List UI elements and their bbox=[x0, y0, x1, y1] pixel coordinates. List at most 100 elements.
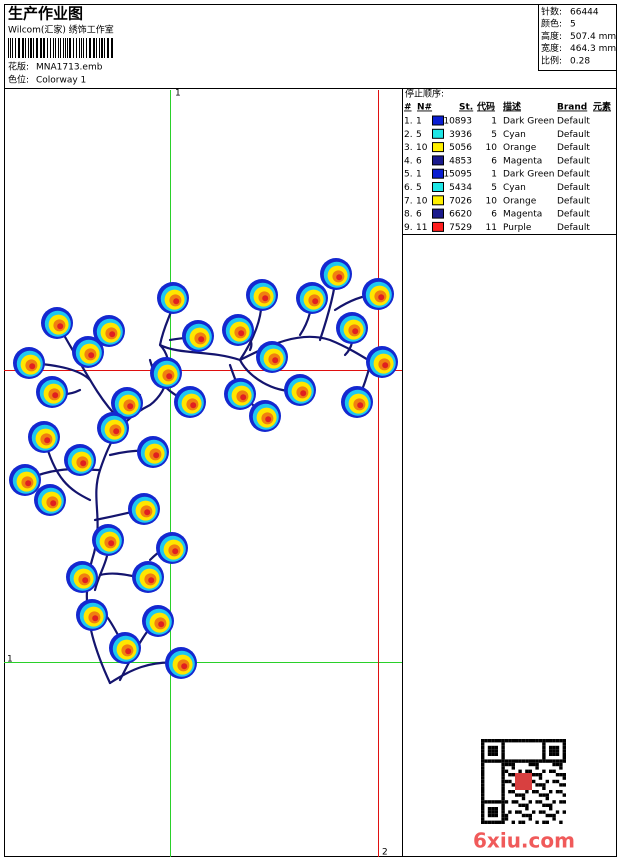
qr-cell bbox=[538, 776, 543, 780]
qr-cell bbox=[484, 759, 488, 763]
color-swatch bbox=[432, 142, 444, 153]
qr-cell bbox=[528, 813, 532, 818]
qr-cell bbox=[521, 813, 526, 818]
qr-cell bbox=[511, 783, 515, 787]
column-header: Brand bbox=[557, 103, 587, 113]
qr-cell bbox=[481, 807, 485, 811]
stitches: 5056 bbox=[449, 143, 472, 153]
qr-cell bbox=[501, 776, 505, 780]
flower bbox=[41, 307, 73, 339]
qr-cell bbox=[501, 773, 505, 777]
stop-table: # N# St. 代码 描述 Brand 元素1. 1 10893 1 Dark Green Defa… bbox=[404, 101, 611, 233]
qr-cell bbox=[508, 762, 512, 767]
qr-cell bbox=[552, 779, 556, 784]
qr-cell bbox=[504, 739, 509, 743]
qr-cell bbox=[501, 742, 505, 746]
seq: 6. bbox=[404, 183, 413, 193]
flower-ring bbox=[166, 373, 173, 380]
qr-cell bbox=[501, 807, 505, 811]
qr-cell bbox=[481, 766, 485, 770]
barcode-bar bbox=[73, 38, 74, 58]
flower-ring bbox=[109, 331, 116, 338]
qr-cell bbox=[481, 820, 485, 824]
qr-cell bbox=[549, 769, 553, 773]
stitches: 5434 bbox=[449, 183, 472, 193]
qr-cell bbox=[487, 759, 492, 763]
flower bbox=[97, 412, 129, 444]
qr-cell bbox=[491, 752, 495, 756]
qr-cell bbox=[525, 813, 529, 818]
qr-cell bbox=[542, 783, 546, 787]
qr-cell bbox=[481, 756, 485, 760]
qr-cell bbox=[525, 769, 529, 773]
column-header: 描述 bbox=[503, 101, 521, 113]
qr-cell bbox=[481, 749, 485, 753]
qr-cell bbox=[521, 820, 526, 824]
qr-cell bbox=[481, 786, 485, 790]
qr-cell bbox=[532, 779, 536, 784]
qr-cell bbox=[525, 807, 529, 811]
qr-cell bbox=[555, 749, 560, 753]
brand: Default bbox=[557, 130, 590, 140]
qr-cell bbox=[501, 739, 505, 743]
flower bbox=[246, 279, 278, 311]
flower-ring bbox=[172, 548, 179, 555]
code: 10 bbox=[486, 196, 498, 206]
qr-cell bbox=[498, 800, 502, 804]
barcode-bar bbox=[93, 38, 95, 58]
qr-cell bbox=[511, 800, 515, 804]
barcode-bar bbox=[60, 38, 61, 58]
brand: Default bbox=[557, 143, 590, 153]
barcode-bar bbox=[104, 38, 105, 58]
qr-cell bbox=[481, 817, 485, 821]
qr-cell bbox=[481, 762, 485, 767]
qr-cell bbox=[542, 742, 546, 746]
barcode-bar bbox=[25, 38, 26, 58]
qr-cell bbox=[535, 820, 539, 824]
qr-cell bbox=[508, 773, 512, 777]
flower bbox=[111, 387, 143, 419]
color-swatch bbox=[432, 182, 444, 192]
flower-ring bbox=[300, 390, 307, 397]
needle: 11 bbox=[416, 223, 427, 233]
qr-cell bbox=[559, 739, 563, 743]
flower-ring bbox=[52, 392, 59, 399]
flower-ring bbox=[173, 298, 180, 305]
flower-ring bbox=[127, 403, 134, 410]
qr-cell bbox=[542, 752, 546, 756]
barcode-bar bbox=[63, 38, 64, 58]
flower-ring bbox=[80, 460, 87, 467]
qr-cell bbox=[501, 793, 505, 797]
flower bbox=[132, 561, 164, 593]
qr-cell bbox=[491, 745, 495, 750]
qr-cell bbox=[555, 762, 560, 767]
qr-cell bbox=[538, 793, 543, 797]
flower bbox=[137, 436, 169, 468]
guide-label: 1 bbox=[7, 655, 13, 665]
qr-cell bbox=[491, 800, 495, 804]
qr-cell bbox=[508, 779, 512, 784]
color-swatch bbox=[432, 115, 444, 126]
flower bbox=[150, 357, 182, 389]
stat-label: 宽度: bbox=[541, 42, 562, 54]
color-swatch bbox=[432, 221, 444, 232]
qr-cell bbox=[552, 813, 556, 818]
qr-cell bbox=[532, 759, 536, 763]
brand: Default bbox=[557, 156, 590, 166]
qr-cell bbox=[538, 759, 543, 763]
flower-ring bbox=[92, 615, 99, 622]
qr-cell bbox=[545, 813, 549, 818]
qr-cell bbox=[532, 762, 536, 767]
stat-value: 0.28 bbox=[570, 56, 590, 66]
column-header: 元素 bbox=[593, 101, 611, 113]
qr-cell bbox=[538, 810, 543, 814]
column-header: St. bbox=[459, 103, 473, 113]
flower-ring bbox=[148, 577, 155, 584]
flower bbox=[64, 444, 96, 476]
qr-cell bbox=[498, 739, 502, 743]
qr-cell bbox=[549, 745, 553, 750]
qr-cell bbox=[511, 762, 515, 767]
seq: 4. bbox=[404, 156, 413, 166]
stat-value: 66444 bbox=[570, 8, 599, 18]
barcode-bar bbox=[8, 38, 9, 58]
